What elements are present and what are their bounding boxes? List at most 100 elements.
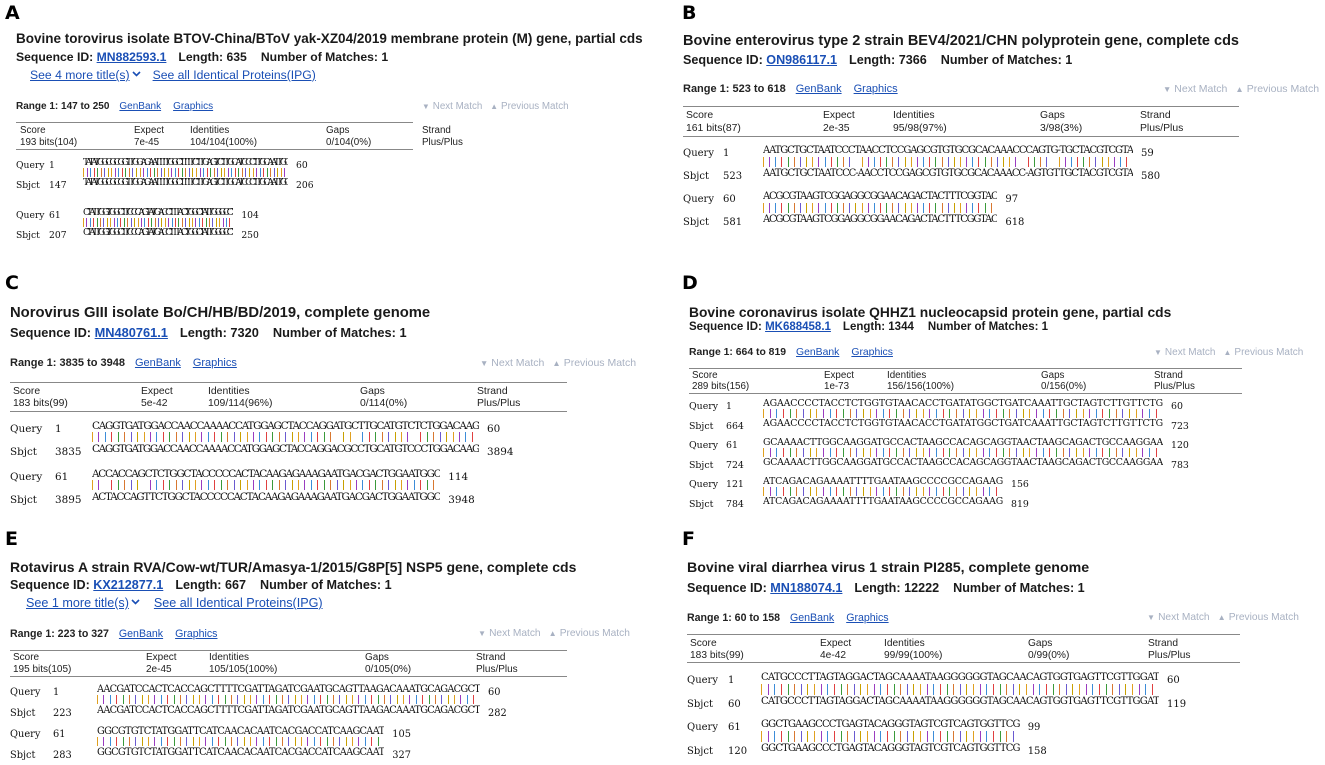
sequence-id-label: Sequence ID: [683, 53, 763, 67]
alignment-label: Query [10, 729, 41, 740]
match-bar [873, 684, 875, 695]
match-bar [935, 203, 937, 214]
match-bar [215, 218, 217, 227]
match-bar [956, 409, 958, 418]
table-value-gaps: 0/99(0%) [1028, 650, 1070, 661]
previous-match-button[interactable]: ▲ Previous Match [549, 628, 630, 639]
chevron-down-icon[interactable] [132, 67, 141, 77]
match-bar [1006, 731, 1008, 742]
match-bar [465, 432, 467, 443]
match-bar [109, 737, 111, 747]
graphics-link[interactable]: Graphics [175, 628, 218, 640]
match-bar [941, 203, 943, 214]
match-bar [1055, 409, 1057, 418]
graphics-link[interactable]: Graphics [846, 612, 889, 624]
sequence-id-link[interactable]: ON986117.1 [766, 53, 838, 67]
match-bar [383, 695, 385, 705]
alignment-row: Sbjct 223 AACGATCCACTCACCAGCTTTTCGATTAGATC… [10, 705, 507, 719]
sequence-id-link[interactable]: MK688458.1 [765, 321, 831, 333]
previous-match-button[interactable]: ▲ Previous Match [1218, 612, 1299, 623]
match-bar [132, 168, 134, 177]
match-bar [246, 480, 248, 491]
match-bar [188, 218, 190, 227]
match-bar [227, 168, 229, 177]
match-bar [259, 168, 261, 177]
genbank-link[interactable]: GenBank [118, 628, 164, 640]
previous-match-button[interactable]: ▲ Previous Match [1235, 83, 1319, 95]
alignment-end: 120 [1171, 440, 1189, 451]
match-bar [879, 203, 881, 214]
next-match-button[interactable]: ▼ Next Match [422, 101, 482, 112]
length-label: Length: [179, 325, 227, 340]
match-bar [278, 480, 280, 491]
alignment-row: Query 61 GGCTGAAGCCCTGAGTACAGGGTAGTCGTCAGT… [687, 719, 1040, 733]
match-bar [902, 409, 904, 418]
sequence-id-link[interactable]: MN480761.1 [94, 325, 168, 340]
match-bar [1098, 684, 1100, 695]
alignment-label: Query [689, 440, 719, 451]
next-match-button[interactable]: ▼ Next Match [478, 628, 541, 639]
match-bar [879, 157, 881, 168]
match-bar [252, 168, 254, 177]
match-bar [847, 731, 849, 742]
match-bar [920, 684, 921, 695]
match-bar [106, 218, 108, 227]
match-bar [984, 203, 986, 214]
next-match-button[interactable]: ▼ Next Match [1154, 347, 1216, 358]
genbank-link[interactable]: GenBank [795, 83, 842, 95]
more-titles-link[interactable]: See 4 more title(s) [30, 68, 130, 82]
match-bar [201, 432, 203, 443]
previous-match-button[interactable]: ▲ Previous Match [1224, 347, 1304, 358]
match-bar [995, 487, 997, 496]
sequence-title: Bovine coronavirus isolate QHHZ1 nucleoc… [689, 305, 1172, 320]
match-bar [285, 480, 287, 491]
alignment-row: Sbjct 60 CATGCCCTTAGTAGGACTAGCAAAATAAGGGGG… [687, 696, 1186, 710]
alignment-sequence: GCAAAACTTGGCAAGGATGCCACTAAGCCACAGCAGGTAA… [763, 437, 1163, 448]
match-bar [1022, 409, 1024, 418]
triangle-down-icon: ▼ [1147, 613, 1156, 622]
match-bar [886, 157, 888, 168]
graphics-link[interactable]: Graphics [853, 83, 898, 95]
identical-proteins-link[interactable]: See all Identical Proteins(IPG) [152, 68, 316, 82]
match-bar [313, 695, 315, 705]
next-match-button[interactable]: ▼ Next Match [480, 357, 544, 369]
genbank-link[interactable]: GenBank [796, 347, 840, 358]
alignment-sequence: AGAACCCCTACCTCTGGTGTAACACCTGATATGGCTGATC… [763, 398, 1163, 409]
match-bar [164, 168, 166, 177]
score-table: Score Expect Identities Gaps Strand 183 bits(… [10, 382, 567, 412]
next-match-button[interactable]: ▼ Next Match [1147, 612, 1210, 623]
match-bar [125, 168, 127, 177]
match-bar [388, 432, 390, 443]
sequence-id-link[interactable]: MN188074.1 [770, 581, 843, 595]
match-bar [103, 695, 105, 705]
length-label: Length: [849, 53, 896, 67]
more-titles-link[interactable]: See 1 more title(s) [26, 596, 129, 610]
alignment-row: Query 1 CAGGTGATGGACCAACCAAAACCATGGAGCTACC… [10, 420, 500, 435]
graphics-link[interactable]: Graphics [192, 357, 237, 369]
sequence-id-link[interactable]: KX212877.1 [93, 578, 164, 592]
genbank-link[interactable]: GenBank [134, 357, 181, 369]
identical-proteins-link[interactable]: See all Identical Proteins(IPG) [153, 596, 323, 610]
match-bar [794, 731, 796, 742]
panel-letter: A [5, 2, 20, 24]
match-bar [270, 168, 272, 177]
match-bar [237, 737, 239, 747]
match-bar [394, 432, 396, 443]
match-bar [787, 203, 789, 214]
match-bar [198, 218, 200, 227]
genbank-link[interactable]: GenBank [790, 612, 835, 624]
previous-match-button[interactable]: ▲ Previous Match [490, 101, 568, 112]
match-bar [343, 480, 345, 491]
sequence-id-link[interactable]: MN882593.1 [96, 50, 167, 64]
chevron-down-icon[interactable] [131, 595, 140, 605]
genbank-link[interactable]: GenBank [119, 101, 162, 112]
graphics-link[interactable]: Graphics [173, 101, 214, 112]
match-bar [266, 168, 268, 177]
previous-match-button[interactable]: ▲ Previous Match [552, 357, 636, 369]
alignment-end: 819 [1011, 498, 1029, 510]
match-navigation: ▼ Next Match ▲ Previous Match [422, 101, 569, 112]
next-match-button[interactable]: ▼ Next Match [1163, 83, 1227, 95]
match-bar [900, 684, 902, 695]
match-bar [990, 157, 992, 168]
graphics-link[interactable]: Graphics [851, 347, 893, 358]
